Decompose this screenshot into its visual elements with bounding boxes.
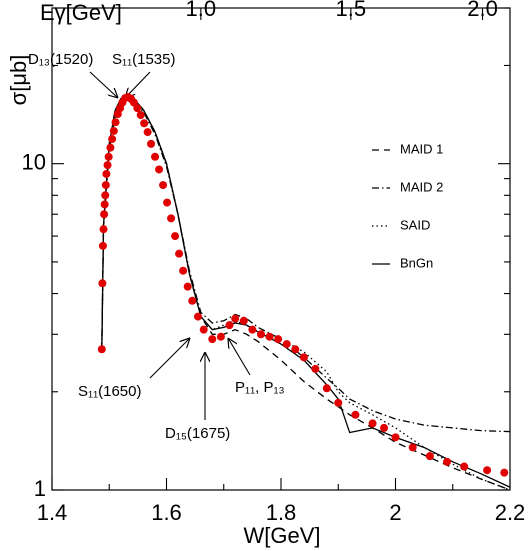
data-point — [98, 241, 107, 250]
y-axis-label: σ[μb] — [6, 55, 31, 106]
x-tick-label: 2.2 — [495, 500, 526, 525]
data-point — [443, 457, 452, 466]
data-point — [140, 119, 149, 128]
annotation-arrows — [89, 71, 251, 420]
data-point — [97, 345, 106, 354]
data-point — [351, 410, 360, 419]
data-point — [136, 110, 145, 119]
data-point — [147, 139, 156, 148]
data-point — [100, 210, 109, 219]
x-tick-label: 2 — [389, 500, 401, 525]
data-point — [109, 126, 118, 135]
data-point — [143, 128, 152, 137]
data-point — [239, 316, 248, 325]
data-point — [188, 296, 197, 305]
data-point — [408, 443, 417, 452]
data-point — [291, 345, 300, 354]
data-point — [231, 314, 240, 323]
data-point — [256, 330, 265, 339]
data-point — [99, 225, 108, 234]
data-point — [368, 419, 377, 428]
x2-tick-label: 1.0 — [186, 0, 217, 21]
y-tick-label: 10 — [22, 150, 46, 175]
data-point — [274, 335, 283, 344]
data-point — [282, 340, 291, 349]
annotation: S₁₁(1650) — [78, 383, 142, 400]
data-point — [225, 321, 234, 330]
data-point — [334, 398, 343, 407]
data-point — [265, 332, 274, 341]
data-point — [133, 104, 142, 113]
data-point — [100, 200, 109, 209]
data-point — [159, 181, 168, 190]
data-point — [183, 282, 192, 291]
x-tick-label: 1.4 — [37, 500, 68, 525]
data-point — [167, 214, 176, 223]
data-point — [108, 135, 117, 144]
data-point — [208, 335, 217, 344]
data-point — [171, 232, 180, 241]
data-point — [391, 433, 400, 442]
legend-label: MAID 2 — [400, 179, 443, 194]
annotation: D₁₅(1675) — [165, 425, 230, 442]
annotation: P₁₁, P₁₃ — [235, 379, 285, 396]
data-point — [380, 423, 389, 432]
x-tick-label: 1.6 — [151, 500, 182, 525]
legend-label: SAID — [400, 217, 430, 232]
data-point — [151, 152, 160, 161]
legend-label: MAID 1 — [400, 141, 443, 156]
legend-label: BnGn — [400, 255, 433, 270]
annotation: S₁₁(1535) — [112, 51, 176, 68]
model-curve — [101, 99, 510, 433]
data-point — [311, 364, 320, 373]
data-point — [98, 279, 107, 288]
data-point — [155, 165, 164, 174]
data-point — [101, 181, 110, 190]
data-point — [102, 169, 111, 178]
annotation: D₁₃(1520) — [28, 51, 93, 68]
x2-tick-label: 2.0 — [467, 0, 498, 21]
x-axis-label: W[GeV] — [243, 523, 320, 548]
data-point — [163, 198, 172, 207]
data-point — [199, 325, 208, 334]
data-point — [193, 312, 202, 321]
plot-frame — [51, 7, 511, 491]
data-point — [103, 161, 112, 170]
data-point — [460, 462, 469, 471]
data-point — [175, 249, 184, 258]
data-point — [500, 468, 509, 477]
data-point — [322, 384, 331, 393]
data-point — [106, 143, 115, 152]
x-tick-label: 1.8 — [266, 500, 297, 525]
data-point — [299, 353, 308, 362]
data-point — [104, 152, 113, 161]
data-point — [248, 325, 257, 334]
plot-area — [97, 93, 510, 490]
data-point — [179, 266, 188, 275]
data-point — [101, 191, 110, 200]
data-point — [216, 332, 225, 341]
x2-tick-label: 1.5 — [336, 0, 367, 21]
y-tick-label: 1 — [34, 476, 46, 501]
data-point — [425, 452, 434, 461]
data-point — [483, 466, 492, 475]
x2-axis-label: Eγ[GeV] — [40, 0, 122, 25]
data-point — [111, 118, 120, 127]
model-curve — [101, 93, 510, 488]
